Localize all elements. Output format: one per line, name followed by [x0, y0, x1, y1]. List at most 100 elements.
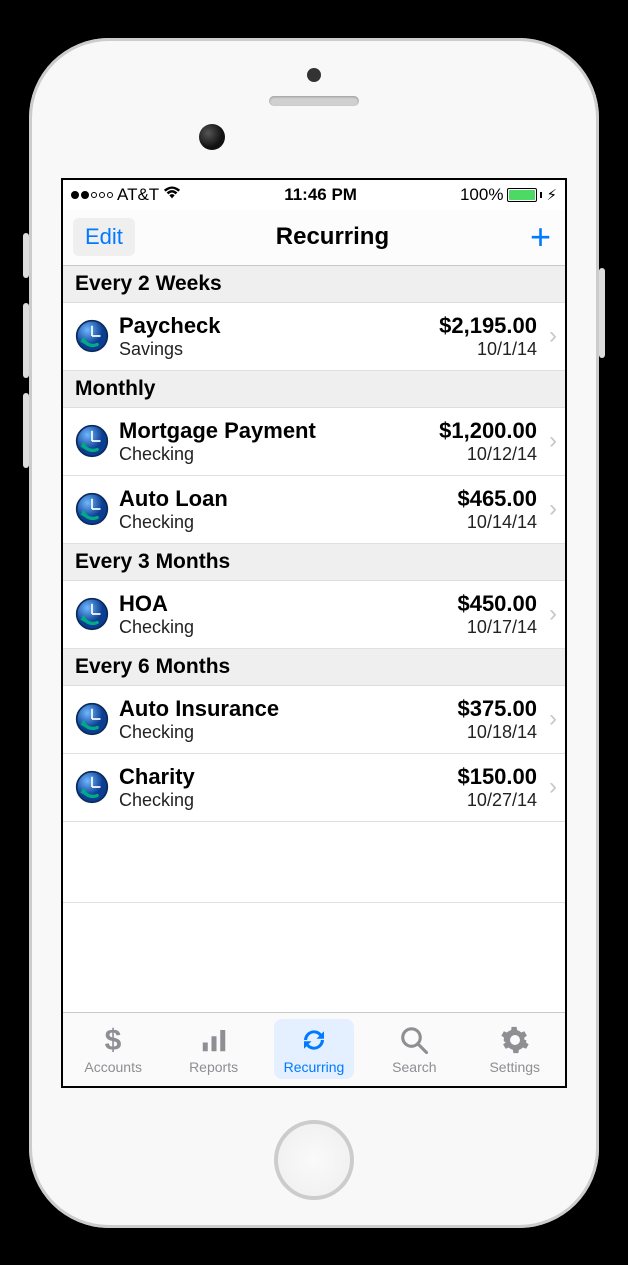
row-main: Auto LoanChecking [119, 486, 447, 533]
clock-recurring-icon [75, 702, 109, 736]
row-title: Paycheck [119, 313, 429, 339]
carrier-label: AT&T [117, 185, 159, 205]
row-date: 10/17/14 [457, 617, 537, 638]
section-header: Every 3 Months [63, 544, 565, 581]
volume-down-button[interactable] [23, 393, 29, 468]
tab-bar: $ Accounts Reports Recurring Search Settings [63, 1012, 565, 1086]
row-account: Savings [119, 339, 429, 360]
recurring-row[interactable]: CharityChecking$150.0010/27/14› [63, 754, 565, 822]
row-date: 10/27/14 [457, 790, 537, 811]
row-date: 10/14/14 [457, 512, 537, 533]
row-right: $150.0010/27/14 [457, 764, 537, 811]
row-right: $375.0010/18/14 [457, 696, 537, 743]
status-bar: AT&T 11:46 PM 100% ⚡︎ [63, 180, 565, 210]
chevron-right-icon: › [549, 427, 557, 455]
row-title: HOA [119, 591, 447, 617]
speaker-grille [269, 96, 359, 106]
clock-recurring-icon [75, 597, 109, 631]
row-amount: $150.00 [457, 764, 537, 790]
row-main: Auto InsuranceChecking [119, 696, 447, 743]
row-amount: $375.00 [457, 696, 537, 722]
navbar: Edit Recurring + [63, 210, 565, 266]
section-header: Monthly [63, 371, 565, 408]
row-account: Checking [119, 512, 447, 533]
recurring-row[interactable]: HOAChecking$450.0010/17/14› [63, 581, 565, 649]
row-right: $465.0010/14/14 [457, 486, 537, 533]
screen: AT&T 11:46 PM 100% ⚡︎ Edit Recurring + E… [61, 178, 567, 1088]
svg-text:$: $ [105, 1025, 122, 1055]
row-main: Mortgage PaymentChecking [119, 418, 429, 465]
row-date: 10/1/14 [439, 339, 537, 360]
row-title: Charity [119, 764, 447, 790]
clock-recurring-icon [75, 424, 109, 458]
dollar-icon: $ [96, 1023, 130, 1057]
camera-dot [307, 68, 321, 82]
tab-recurring[interactable]: Recurring [274, 1019, 354, 1079]
chevron-right-icon: › [549, 705, 557, 733]
chevron-right-icon: › [549, 773, 557, 801]
row-right: $1,200.0010/12/14 [439, 418, 537, 465]
row-amount: $465.00 [457, 486, 537, 512]
row-main: HOAChecking [119, 591, 447, 638]
tab-reports[interactable]: Reports [174, 1019, 254, 1079]
bars-icon [197, 1023, 231, 1057]
battery-icon [507, 188, 542, 202]
row-account: Checking [119, 617, 447, 638]
status-right: 100% ⚡︎ [460, 185, 557, 205]
divider [63, 902, 565, 903]
tab-label: Accounts [84, 1059, 142, 1075]
chevron-right-icon: › [549, 495, 557, 523]
status-left: AT&T [71, 184, 181, 205]
row-amount: $2,195.00 [439, 313, 537, 339]
row-amount: $1,200.00 [439, 418, 537, 444]
tab-label: Reports [189, 1059, 238, 1075]
row-main: CharityChecking [119, 764, 447, 811]
tab-label: Search [392, 1059, 436, 1075]
row-main: PaycheckSavings [119, 313, 429, 360]
mute-switch[interactable] [23, 233, 29, 278]
row-right: $450.0010/17/14 [457, 591, 537, 638]
clock-recurring-icon [75, 492, 109, 526]
recurring-list[interactable]: Every 2 WeeksPaycheckSavings$2,195.0010/… [63, 266, 565, 1012]
signal-strength-icon [71, 191, 113, 199]
row-date: 10/18/14 [457, 722, 537, 743]
tab-accounts[interactable]: $ Accounts [73, 1019, 153, 1079]
recurring-row[interactable]: PaycheckSavings$2,195.0010/1/14› [63, 303, 565, 371]
clock-recurring-icon [75, 319, 109, 353]
row-right: $2,195.0010/1/14 [439, 313, 537, 360]
recurring-row[interactable]: Auto InsuranceChecking$375.0010/18/14› [63, 686, 565, 754]
front-sensor [199, 124, 225, 150]
search-icon [397, 1023, 431, 1057]
page-title: Recurring [276, 223, 389, 251]
tab-label: Settings [489, 1059, 540, 1075]
tab-settings[interactable]: Settings [475, 1019, 555, 1079]
section-header: Every 2 Weeks [63, 266, 565, 303]
gear-icon [498, 1023, 532, 1057]
tab-search[interactable]: Search [374, 1019, 454, 1079]
row-account: Checking [119, 722, 447, 743]
row-title: Mortgage Payment [119, 418, 429, 444]
recurring-row[interactable]: Auto LoanChecking$465.0010/14/14› [63, 476, 565, 544]
row-date: 10/12/14 [439, 444, 537, 465]
clock-label: 11:46 PM [284, 185, 357, 205]
phone-frame: AT&T 11:46 PM 100% ⚡︎ Edit Recurring + E… [29, 38, 599, 1228]
section-header: Every 6 Months [63, 649, 565, 686]
row-account: Checking [119, 790, 447, 811]
recurring-row[interactable]: Mortgage PaymentChecking$1,200.0010/12/1… [63, 408, 565, 476]
clock-recurring-icon [75, 770, 109, 804]
row-title: Auto Loan [119, 486, 447, 512]
chevron-right-icon: › [549, 322, 557, 350]
volume-up-button[interactable] [23, 303, 29, 378]
edit-button[interactable]: Edit [73, 218, 135, 256]
tab-label: Recurring [284, 1059, 345, 1075]
row-amount: $450.00 [457, 591, 537, 617]
charging-icon: ⚡︎ [546, 186, 557, 204]
refresh-icon [297, 1023, 331, 1057]
chevron-right-icon: › [549, 600, 557, 628]
power-button[interactable] [599, 268, 605, 358]
add-button[interactable]: + [530, 216, 555, 258]
wifi-icon [163, 184, 181, 205]
home-button[interactable] [274, 1120, 354, 1200]
battery-pct-label: 100% [460, 185, 503, 205]
row-title: Auto Insurance [119, 696, 447, 722]
